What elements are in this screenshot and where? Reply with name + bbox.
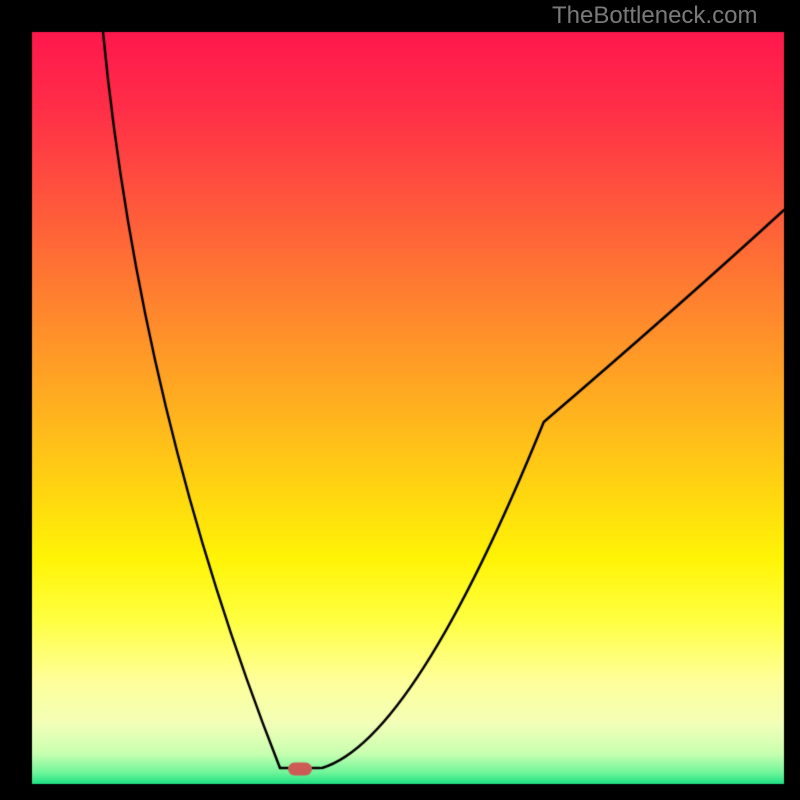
bottleneck-curve-canvas xyxy=(0,0,800,800)
watermark-text: TheBottleneck.com xyxy=(552,2,757,30)
chart-stage: TheBottleneck.com xyxy=(0,0,800,800)
